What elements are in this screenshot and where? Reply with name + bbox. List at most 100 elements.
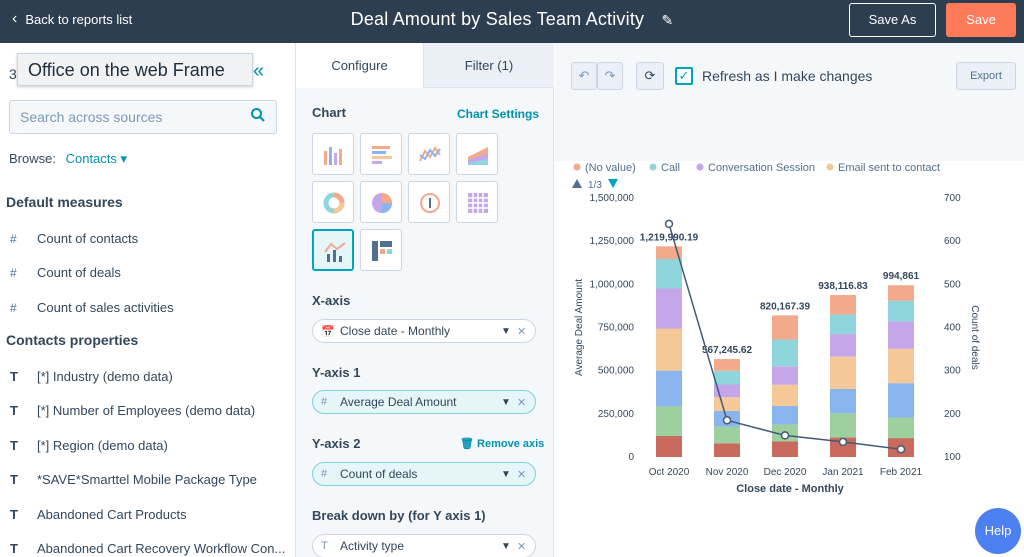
tab-configure[interactable]: Configure xyxy=(296,43,424,88)
y-tick-label: 1,250,000 xyxy=(590,236,635,247)
bar-total-label: 994,861 xyxy=(883,271,920,282)
y-tick-label: 1,000,000 xyxy=(590,279,635,290)
y-tick-label: 250,000 xyxy=(598,409,635,420)
bar-segment xyxy=(714,426,740,444)
bar-segment xyxy=(656,258,682,289)
refresh-icon[interactable]: ⟳ xyxy=(636,62,664,90)
line-point xyxy=(722,416,732,425)
back-link[interactable]: ‹ Back to reports list xyxy=(12,11,132,27)
area-chart-button[interactable] xyxy=(456,133,498,175)
default-measures-heading: Default measures xyxy=(6,194,123,210)
property-item[interactable]: T *SAVE*Smarttel Mobile Package Type xyxy=(10,472,257,487)
combination-chart-button[interactable] xyxy=(312,229,354,271)
chevron-down-icon[interactable]: ▼ xyxy=(501,396,511,408)
chart-settings-link[interactable]: Chart Settings xyxy=(457,107,540,121)
property-item[interactable]: T [*] Industry (demo data) xyxy=(10,369,173,384)
save-as-button[interactable]: Save As xyxy=(849,3,936,37)
hash-icon: # xyxy=(321,396,328,408)
horizontal-bar-chart-button[interactable] xyxy=(360,133,402,175)
redo-icon[interactable]: ↷ xyxy=(597,62,623,90)
yaxis1-selector[interactable]: # Average Deal Amount ▼ ✕ xyxy=(312,390,536,414)
yaxis2-selector[interactable]: # Count of deals ▼ ✕ xyxy=(312,462,536,486)
tab-filter[interactable]: Filter (1) xyxy=(424,43,554,88)
remove-icon[interactable]: ✕ xyxy=(517,468,527,481)
bar-segment xyxy=(772,315,798,340)
line-chart-icon xyxy=(419,146,441,162)
refresh-checkbox[interactable]: ✓ xyxy=(675,67,693,85)
frame-tooltip: Office on the web Frame xyxy=(17,53,253,86)
property-item[interactable]: T [*] Region (demo data) xyxy=(10,438,168,453)
y2-tick-label: 600 xyxy=(944,236,961,247)
legend-swatch xyxy=(696,163,704,171)
table-grid-icon xyxy=(468,193,488,213)
bar-segment xyxy=(714,359,740,371)
measure-label: Count of deals xyxy=(37,265,121,280)
sources-count: 3 xyxy=(9,66,17,82)
chevron-down-icon[interactable]: ▼ xyxy=(501,540,511,552)
summary-chart-button[interactable] xyxy=(408,181,450,223)
property-label: [*] Number of Employees (demo data) xyxy=(37,403,256,418)
pie-chart-button[interactable] xyxy=(360,181,402,223)
collapse-panel-icon[interactable]: « xyxy=(253,60,265,82)
line-point xyxy=(664,219,674,229)
bar-segment xyxy=(888,285,914,301)
search-icon[interactable] xyxy=(250,107,266,126)
save-button[interactable]: Save xyxy=(946,3,1016,37)
help-button[interactable]: Help xyxy=(975,508,1021,554)
chevron-down-icon[interactable]: ▼ xyxy=(501,325,511,337)
text-type-icon: T xyxy=(10,403,18,418)
configure-panel: Configure Filter (1) Chart Chart Setting… xyxy=(296,43,554,557)
remove-axis-link[interactable]: 🗑 Remove axis xyxy=(460,438,545,450)
yaxis1-label: Y-axis 1 xyxy=(312,365,361,380)
undo-icon[interactable]: ↶ xyxy=(571,62,597,90)
y-tick-label: 500,000 xyxy=(598,366,635,377)
xaxis-label: X-axis xyxy=(312,293,351,308)
legend-item: Conversation Session xyxy=(708,162,815,174)
bar-segment xyxy=(830,356,856,389)
breakdown-value: Activity type xyxy=(340,539,405,553)
bar-segment xyxy=(656,406,682,436)
bar-segment xyxy=(772,366,798,385)
y-tick-label: 1,500,000 xyxy=(590,193,635,204)
line-point xyxy=(896,444,906,454)
pencil-icon[interactable]: ✎ xyxy=(661,12,674,28)
pivot-table-button[interactable] xyxy=(360,229,402,271)
bar-segment xyxy=(888,300,914,322)
remove-icon[interactable]: ✕ xyxy=(517,540,527,553)
search-input[interactable]: Search across sources xyxy=(9,100,277,134)
bar-segment xyxy=(888,348,914,384)
bar-segment xyxy=(772,339,798,367)
legend-prev-icon xyxy=(572,179,582,188)
measure-item[interactable]: # Count of deals xyxy=(10,265,121,280)
y-axis-title: Average Deal Amount xyxy=(574,279,585,376)
pie-chart-icon xyxy=(372,193,392,213)
text-type-icon: T xyxy=(10,438,18,453)
bar-segment xyxy=(772,406,798,425)
bar-segment xyxy=(888,383,914,418)
chart-preview-panel: ↶ ↷ ⟳ ✓ Refresh as I make changes Export… xyxy=(555,43,1024,557)
pivot-table-icon xyxy=(372,241,392,261)
breakdown-selector[interactable]: T Activity type ▼ ✕ xyxy=(312,534,536,557)
bar-segment xyxy=(830,388,856,414)
chevron-down-icon[interactable]: ▼ xyxy=(501,468,511,480)
browse-dropdown[interactable]: Contacts ▾ xyxy=(65,151,128,166)
horizontal-bar-icon xyxy=(372,146,392,164)
vertical-bar-chart-button[interactable] xyxy=(312,133,354,175)
donut-chart-button[interactable] xyxy=(312,181,354,223)
remove-icon[interactable]: ✕ xyxy=(517,325,527,338)
bar-segment xyxy=(830,314,856,334)
export-button[interactable]: Export xyxy=(956,62,1016,90)
legend-item: Email sent to contact xyxy=(838,162,940,174)
property-item[interactable]: T Abandoned Cart Recovery Workflow Con... xyxy=(10,541,285,556)
table-chart-button[interactable] xyxy=(456,181,498,223)
measure-item[interactable]: # Count of sales activities xyxy=(10,300,174,315)
legend-item: (No value) xyxy=(585,162,636,174)
back-label: Back to reports list xyxy=(25,11,133,27)
remove-icon[interactable]: ✕ xyxy=(517,396,527,409)
property-item[interactable]: T [*] Number of Employees (demo data) xyxy=(10,403,255,418)
xaxis-selector[interactable]: 📅 Close date - Monthly ▼ ✕ xyxy=(312,319,536,343)
property-item[interactable]: T Abandoned Cart Products xyxy=(10,507,187,522)
bar-total-label: 567,245.62 xyxy=(702,345,752,356)
line-chart-button[interactable] xyxy=(408,133,450,175)
measure-item[interactable]: # Count of contacts xyxy=(10,231,138,246)
